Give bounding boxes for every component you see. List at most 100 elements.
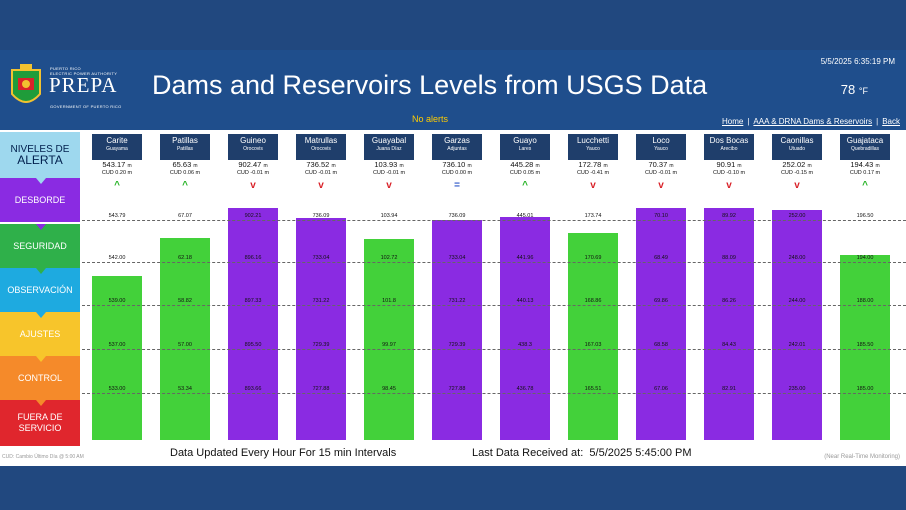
dam-cud-value: CUD -0.10 m xyxy=(712,170,746,176)
level-label: CONTROL xyxy=(17,372,62,383)
threshold-label: 727.88 xyxy=(312,386,330,392)
threshold-label: 729.39 xyxy=(448,342,466,348)
trend-up-icon: ^ xyxy=(182,180,188,191)
dam-level-bar xyxy=(92,276,142,440)
dam-cud-value: CUD -0.01 m xyxy=(644,170,678,176)
prepa-logo-word: PREPA xyxy=(49,73,118,97)
threshold-line xyxy=(82,349,906,350)
trend-up-icon: ^ xyxy=(522,180,528,191)
dam-cud-value: CUD -0.01 m xyxy=(372,170,406,176)
nav-dams-link[interactable]: AAA & DRNA Dams & Reservoirs xyxy=(753,117,873,126)
header-bar xyxy=(0,50,906,130)
dam-header: Matrullas Orocovis xyxy=(296,134,346,160)
nav-home-link[interactable]: Home xyxy=(722,117,744,126)
level-divider-arrow xyxy=(36,268,46,274)
trend-down-icon: v xyxy=(386,180,392,191)
threshold-label: 185.00 xyxy=(856,386,874,392)
threshold-label: 893.66 xyxy=(244,386,262,392)
dam-cud-value: CUD 0.17 m xyxy=(849,170,881,176)
threshold-label: 902.21 xyxy=(244,213,262,219)
dam-level-bar xyxy=(772,209,822,440)
dam-level-value: 445.28 m xyxy=(495,160,555,169)
dam-level-number: 736.10 xyxy=(442,160,466,169)
dam-town: Orocovis xyxy=(243,146,263,152)
dam-level-unit: m xyxy=(263,163,268,169)
temperature-readout: 78 °F xyxy=(841,82,868,97)
dam-level-number: 90.91 xyxy=(716,160,736,169)
threshold-label: 57.00 xyxy=(178,342,192,348)
dam-level-unit: m xyxy=(193,163,198,169)
alert-levels-header: NIVELES DE ALERTA xyxy=(0,132,80,178)
dam-level-number: 194.43 xyxy=(850,160,874,169)
threshold-label: 89.92 xyxy=(722,213,736,219)
level-label: AJUSTES xyxy=(19,328,61,339)
level-label-line2: SERVICIO xyxy=(18,423,62,433)
dam-level-number: 543.17 xyxy=(102,160,126,169)
threshold-label: 440.13 xyxy=(516,298,534,304)
level-desborde: DESBORDE xyxy=(0,178,80,222)
dam-header: Lucchetti Yauco xyxy=(568,134,618,160)
threshold-label: 252.00 xyxy=(788,213,806,219)
threshold-label: 445.01 xyxy=(516,213,534,219)
dam-level-value: 543.17 m xyxy=(87,160,147,169)
dam-level-unit: m xyxy=(603,163,608,169)
dam-town: Quebradillas xyxy=(850,146,880,152)
level-control: CONTROL xyxy=(0,356,80,400)
level-divider-arrow xyxy=(36,178,46,184)
threshold-label: 736.09 xyxy=(448,213,466,219)
dam-level-number: 103.93 xyxy=(374,160,398,169)
dam-level-unit: m xyxy=(807,163,812,169)
threshold-label: 69.86 xyxy=(654,298,668,304)
temperature-unit: °F xyxy=(858,86,868,96)
dam-town: Yauco xyxy=(586,146,600,152)
level-divider-arrow xyxy=(36,224,46,230)
threshold-label: 895.50 xyxy=(244,342,262,348)
dam-town: Lares xyxy=(518,146,532,152)
threshold-line xyxy=(82,305,906,306)
dam-name: Guajataca xyxy=(846,136,884,145)
level-label: SEGURIDAD xyxy=(13,240,67,251)
dam-level-unit: m xyxy=(535,163,540,169)
level-divider-arrow xyxy=(36,356,46,362)
dam-cud-value: CUD 0.05 m xyxy=(509,170,541,176)
dam-level-number: 172.78 xyxy=(578,160,602,169)
trend-down-icon: v xyxy=(794,180,800,191)
threshold-label: 99.97 xyxy=(382,342,396,348)
trend-up-icon: ^ xyxy=(114,180,120,191)
level-label-line1: FUERA DE xyxy=(17,412,63,422)
dam-town: Orocovis xyxy=(311,146,331,152)
threshold-label: 729.39 xyxy=(312,342,330,348)
dam-town: Adjuntas xyxy=(447,146,467,152)
level-label: OBSERVACIÓN xyxy=(7,284,73,295)
dam-level-value: 736.10 m xyxy=(427,160,487,169)
dam-header: Caonillas Utuado xyxy=(772,134,822,160)
logo-text-bottom: GOVERNMENT OF PUERTO RICO xyxy=(50,104,122,109)
update-frequency: Data Updated Every Hour For 15 min Inter… xyxy=(170,447,397,459)
dam-level-number: 252.02 xyxy=(782,160,806,169)
threshold-label: 188.00 xyxy=(856,298,874,304)
threshold-label: 194.00 xyxy=(856,255,874,261)
outer-frame-bottom xyxy=(0,466,906,510)
dam-header: Garzas Adjuntas xyxy=(432,134,482,160)
dam-level-bar xyxy=(500,217,550,440)
level-fuera-de-servicio: FUERA DE SERVICIO xyxy=(0,400,80,446)
dam-level-bar xyxy=(568,232,618,440)
threshold-label: 731.22 xyxy=(312,298,330,304)
dam-level-value: 736.52 m xyxy=(291,160,351,169)
threshold-label: 67.06 xyxy=(654,386,668,392)
dam-level-unit: m xyxy=(331,163,336,169)
dam-town: Patillas xyxy=(176,146,194,152)
threshold-label: 170.69 xyxy=(584,255,602,261)
dam-cud-value: CUD 0.06 m xyxy=(169,170,201,176)
threshold-label: 53.34 xyxy=(178,386,192,392)
dam-level-number: 65.63 xyxy=(172,160,192,169)
dam-town: Yauco xyxy=(654,146,668,152)
logo-text-top: PUERTO RICO xyxy=(50,66,81,71)
dam-cud-value: CUD -0.01 m xyxy=(236,170,270,176)
dam-level-value: 70.37 m xyxy=(631,160,691,169)
dam-level-value: 65.63 m xyxy=(155,160,215,169)
nav-back-link[interactable]: Back xyxy=(882,117,900,126)
threshold-label: 68.49 xyxy=(654,255,668,261)
threshold-label: 68.58 xyxy=(654,342,668,348)
dam-header: Guayo Lares xyxy=(500,134,550,160)
